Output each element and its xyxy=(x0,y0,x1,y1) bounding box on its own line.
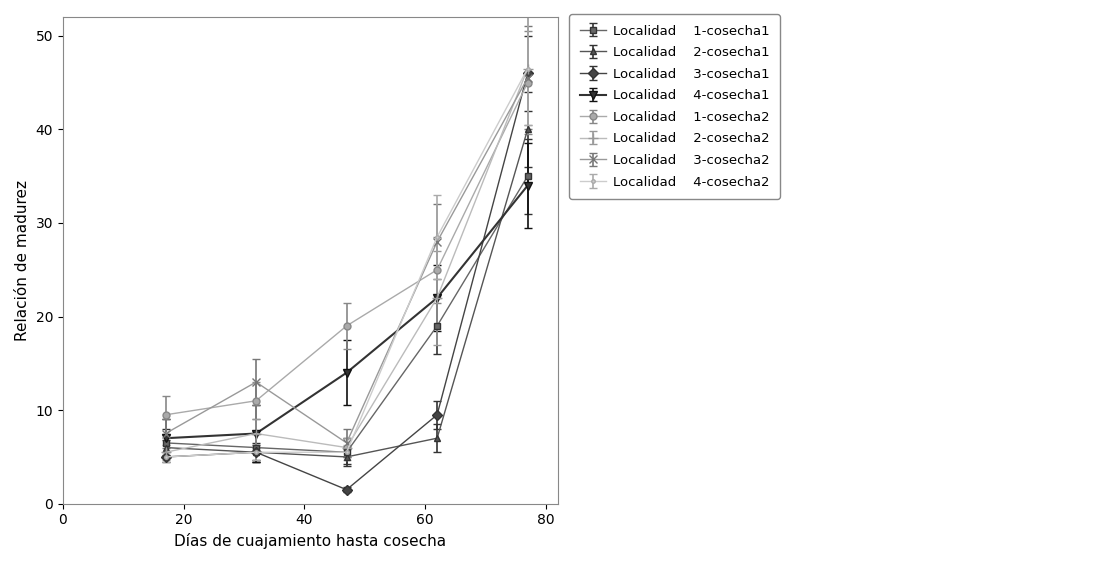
Y-axis label: Relación de madurez: Relación de madurez xyxy=(15,180,30,341)
X-axis label: Días de cuajamiento hasta cosecha: Días de cuajamiento hasta cosecha xyxy=(174,533,446,549)
Legend: Localidad    1-cosecha1, Localidad    2-cosecha1, Localidad    3-cosecha1, Local: Localidad 1-cosecha1, Localidad 2-cosech… xyxy=(569,14,780,199)
